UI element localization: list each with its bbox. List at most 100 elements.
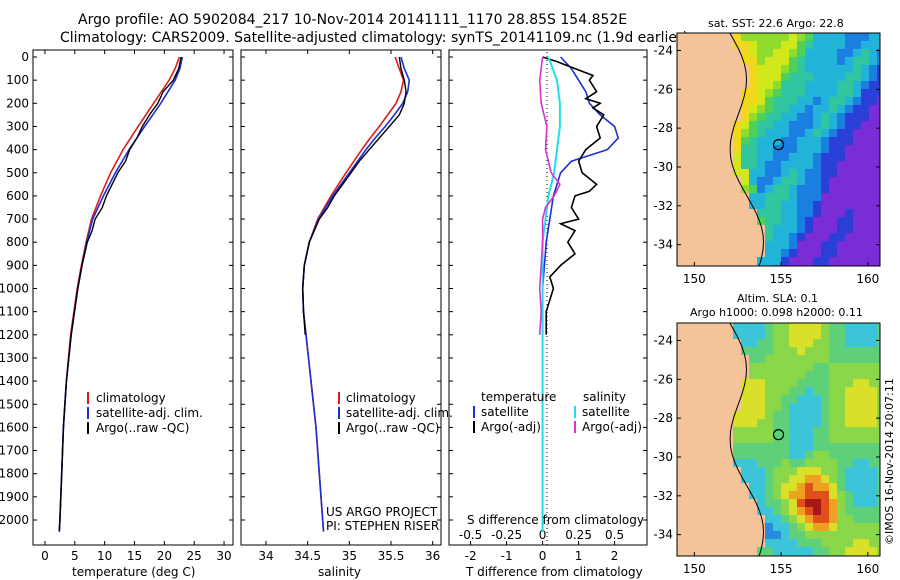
map-cell	[877, 177, 880, 185]
map-cell	[829, 113, 837, 121]
map-cell	[821, 427, 829, 435]
map-cell	[717, 379, 725, 387]
map-cell	[797, 177, 805, 185]
map-cell	[693, 411, 701, 419]
map-cell	[693, 347, 701, 355]
map-cell	[821, 185, 829, 193]
map-cell	[757, 427, 765, 435]
map-cell	[749, 137, 757, 145]
map-cell	[781, 523, 789, 531]
map-cell	[781, 169, 789, 177]
map-cell	[765, 137, 773, 145]
map-cell	[733, 339, 741, 347]
map-cell	[725, 81, 733, 89]
map-cell	[741, 443, 749, 451]
map-cell	[877, 233, 880, 241]
map-cell	[693, 137, 701, 145]
map-cell	[877, 331, 880, 339]
map-cell	[693, 233, 701, 241]
map-cell	[693, 217, 701, 225]
map-cell	[853, 507, 861, 515]
map-cell	[853, 249, 861, 257]
map-cell	[725, 355, 733, 363]
map-cell	[677, 113, 685, 121]
map-cell	[813, 419, 821, 427]
map-cell	[797, 153, 805, 161]
map-cell	[805, 65, 813, 73]
map-cell	[805, 339, 813, 347]
map-cell	[829, 467, 837, 475]
map-cell	[813, 129, 821, 137]
map-cell	[709, 419, 717, 427]
map-cell	[797, 419, 805, 427]
map-cell	[797, 257, 805, 265]
map-cell	[781, 41, 789, 49]
map-cell	[869, 539, 877, 547]
map-cell	[685, 411, 693, 419]
map-cell	[781, 113, 789, 121]
map-cell	[781, 217, 789, 225]
map-cell	[733, 483, 741, 491]
map-cell	[725, 113, 733, 121]
map-cell	[773, 241, 781, 249]
map-cell	[693, 41, 701, 49]
map-cell	[821, 81, 829, 89]
map-cell	[677, 323, 685, 331]
map-cell	[685, 531, 693, 539]
map-cell	[813, 137, 821, 145]
map-cell	[709, 395, 717, 403]
map-cell	[741, 225, 749, 233]
map-cell	[789, 499, 797, 507]
map-cell	[829, 371, 837, 379]
map-cell	[869, 547, 877, 555]
map-cell	[773, 459, 781, 467]
map-cell	[709, 233, 717, 241]
map-cell	[829, 403, 837, 411]
map-cell	[813, 435, 821, 443]
map-cell	[749, 339, 757, 347]
map-cell	[845, 241, 853, 249]
map-cell	[781, 355, 789, 363]
map-cell	[765, 209, 773, 217]
map-cell	[877, 257, 880, 265]
map-cell	[869, 49, 877, 57]
sla-map-panel: Altim. SLA: 0.1 Argo h1000: 0.098 h2000:…	[653, 292, 896, 576]
map-cell	[845, 201, 853, 209]
map-cell	[733, 387, 741, 395]
map-cell	[805, 467, 813, 475]
map-cell	[741, 403, 749, 411]
salinity-axes-box	[240, 49, 442, 546]
map-cell	[861, 347, 869, 355]
map-cell	[837, 443, 845, 451]
map-cell	[853, 411, 861, 419]
map-cell	[813, 395, 821, 403]
map-cell	[717, 209, 725, 217]
map-cell	[805, 387, 813, 395]
map-cell	[749, 347, 757, 355]
map-cell	[797, 81, 805, 89]
map-cell	[677, 137, 685, 145]
map-cell	[821, 531, 829, 539]
map-cell	[837, 395, 845, 403]
map-cell	[829, 419, 837, 427]
map-cell	[781, 403, 789, 411]
map-cell	[805, 379, 813, 387]
map-cell	[837, 451, 845, 459]
map-cell	[685, 137, 693, 145]
map-cell	[861, 395, 869, 403]
map-cell	[677, 161, 685, 169]
map-cell	[805, 419, 813, 427]
map-cell	[797, 65, 805, 73]
map-cell	[813, 57, 821, 65]
map-cell	[757, 49, 765, 57]
map-cell	[701, 339, 709, 347]
map-cell	[845, 363, 853, 371]
map-cell	[773, 387, 781, 395]
map-cell	[877, 185, 880, 193]
map-cell	[733, 209, 741, 217]
map-cell	[861, 161, 869, 169]
map-cell	[789, 467, 797, 475]
map-cell	[781, 331, 789, 339]
lat-tick-label: -34	[653, 528, 673, 542]
map-cell	[765, 491, 773, 499]
